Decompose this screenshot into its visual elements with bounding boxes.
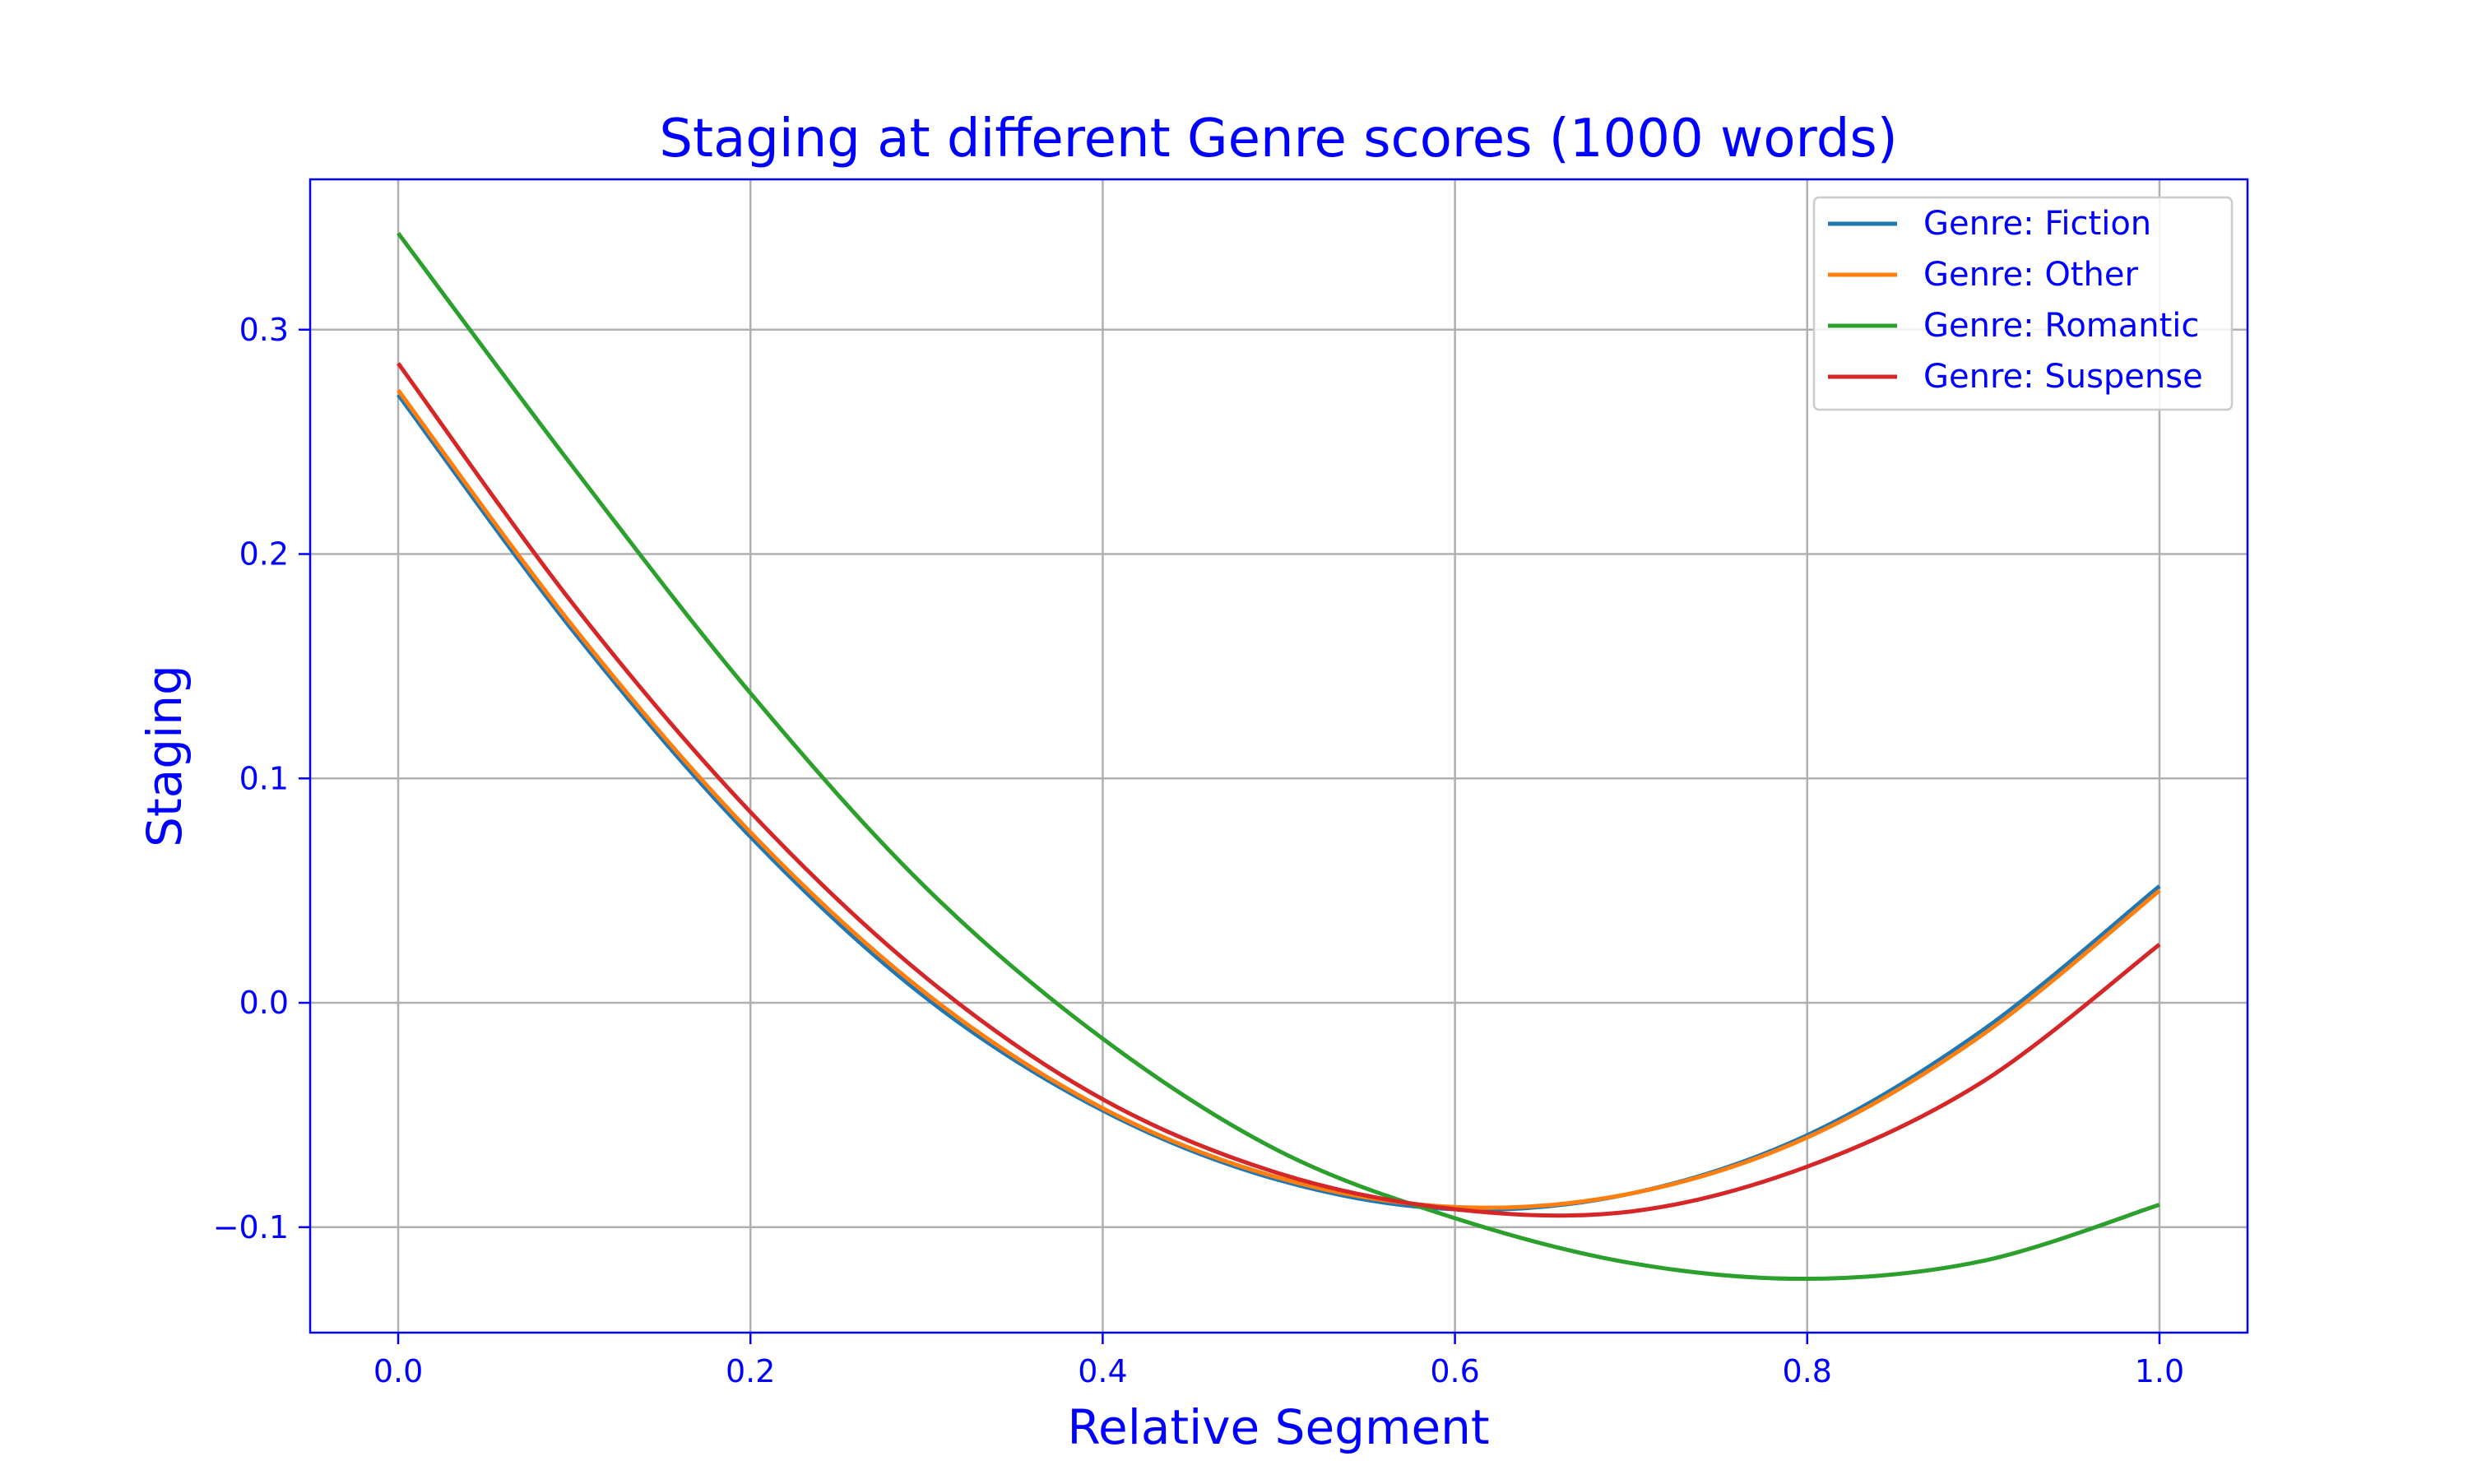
y-axis-label: Staging	[137, 665, 193, 847]
y-tick-label: 0.3	[239, 312, 289, 348]
legend-box	[1812, 196, 2234, 411]
series-line-genre-other	[397, 388, 2161, 1210]
x-tick-label: 0.0	[373, 1353, 423, 1389]
legend-label-genre-fiction: Genre: Fiction	[1923, 205, 2151, 243]
y-tick-label: 0.0	[239, 985, 289, 1021]
y-tick-label: 0.2	[239, 536, 289, 573]
x-tick-label: 0.6	[1430, 1353, 1479, 1389]
series-lines	[397, 231, 2161, 1282]
legend-label-genre-romantic: Genre: Romantic	[1923, 307, 2199, 345]
y-tick-label: −0.1	[213, 1209, 289, 1245]
x-tick-label: 1.0	[2135, 1353, 2184, 1389]
plot-frame	[308, 178, 2249, 1334]
series-line-genre-suspense	[397, 362, 2161, 1218]
axis-ticks: 0.0 0.2 0.4 0.6 0.8 1.0 −0.1 0.0 0.1 0.2 0.3	[213, 312, 2184, 1389]
chart-title: Staging at different Genre scores (1000 …	[659, 109, 1897, 169]
legend-label-genre-suspense: Genre: Suspense	[1923, 358, 2203, 396]
legend-label-genre-other: Genre: Other	[1923, 256, 2138, 294]
series-line-genre-romantic	[397, 231, 2160, 1282]
y-tick-label: 0.1	[239, 760, 289, 796]
series-line-genre-fiction	[397, 393, 2161, 1213]
legend-entries: Genre: Fiction Genre: Other Genre: Romanti…	[1828, 205, 2203, 396]
legend: Genre: Fiction Genre: Other Genre: Romanti…	[1812, 196, 2234, 411]
x-tick-label: 0.4	[1078, 1353, 1127, 1389]
x-axis-label: Relative Segment	[1067, 1399, 1489, 1455]
x-tick-label: 0.2	[726, 1353, 775, 1389]
x-tick-label: 0.8	[1783, 1353, 1832, 1389]
